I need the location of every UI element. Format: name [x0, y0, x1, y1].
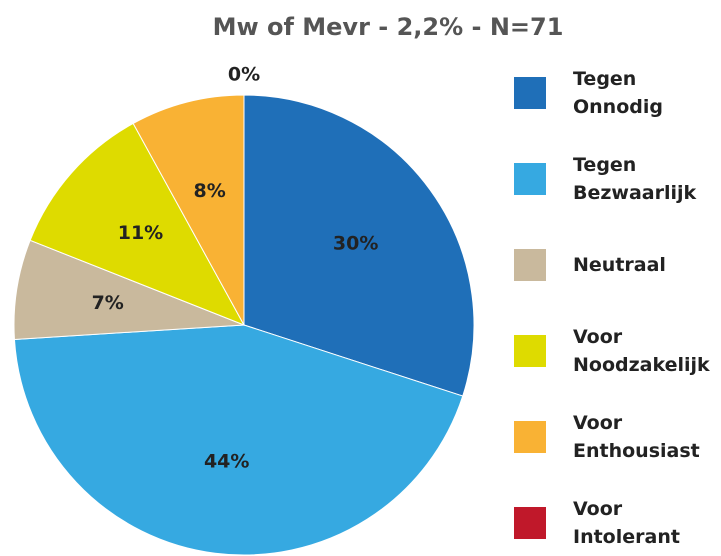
legend-label: Voor Noodzakelijk: [573, 326, 710, 376]
pie-slice: [13, 239, 245, 340]
data-label: 44%: [204, 450, 249, 472]
legend-label: Tegen Bezwaarlijk: [573, 154, 697, 204]
chart-title: Mw of Mevr - 2,2% - N=71: [213, 13, 564, 41]
pie-slice: [243, 94, 475, 397]
legend-label: Tegen Onnodig: [573, 68, 663, 118]
legend-swatch: [514, 507, 546, 539]
pie-slice: [13, 324, 464, 556]
legend-swatch: [514, 249, 546, 281]
data-label: 30%: [333, 232, 378, 254]
data-label: 8%: [194, 180, 226, 202]
legend-label: Voor Intolerant: [573, 498, 680, 548]
legend-label: Voor Enthousiast: [573, 412, 700, 462]
legend-swatch: [514, 77, 546, 109]
pie-slice: [29, 122, 246, 326]
legend-swatch: [514, 163, 546, 195]
pie-slice: [132, 94, 245, 326]
legend-label: Neutraal: [573, 254, 666, 276]
data-label: 0%: [228, 64, 260, 86]
legend-swatch: [514, 335, 546, 367]
data-label: 11%: [118, 222, 163, 244]
legend-swatch: [514, 421, 546, 453]
data-label: 7%: [92, 292, 124, 314]
